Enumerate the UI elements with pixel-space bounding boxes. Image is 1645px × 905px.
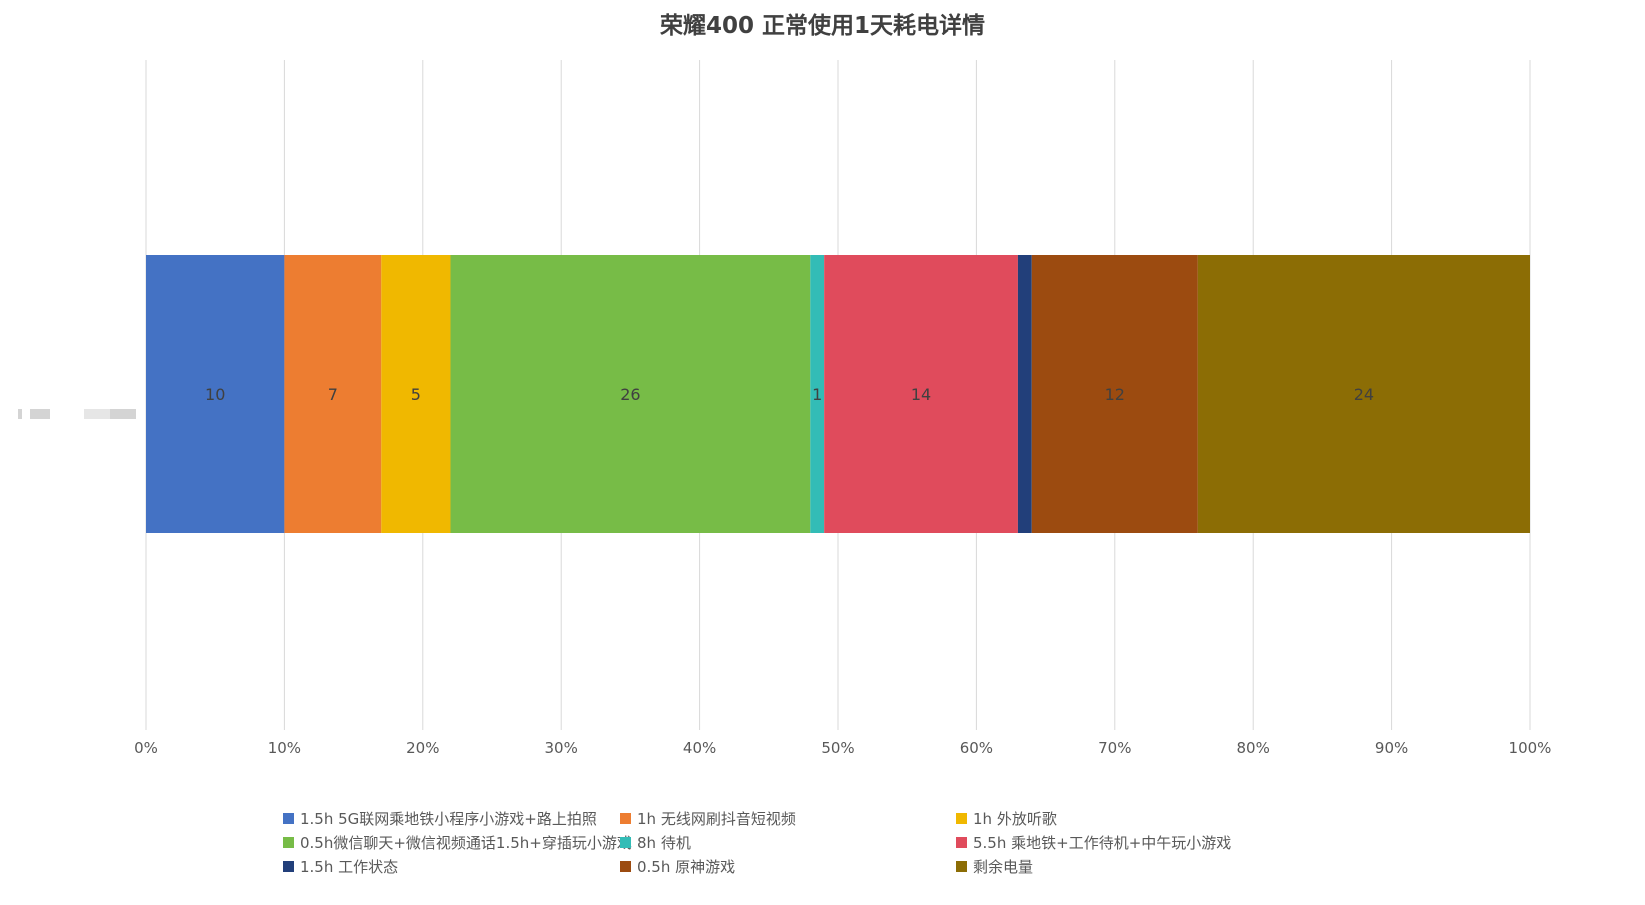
data-label: 26 — [620, 385, 640, 404]
legend-label: 1.5h 工作状态 — [300, 858, 399, 876]
category-label-redacted — [18, 403, 138, 425]
legend-label: 5.5h 乘地铁+工作待机+中午玩小游戏 — [973, 834, 1232, 852]
data-label: 12 — [1105, 385, 1125, 404]
x-tick-label: 0% — [134, 739, 158, 757]
x-tick-label: 20% — [406, 739, 439, 757]
legend-label: 8h 待机 — [637, 834, 691, 852]
legend-item: 0.5h微信聊天+微信视频通话1.5h+穿插玩小游戏 — [283, 832, 632, 853]
chart-title: 荣耀400 正常使用1天耗电详情 — [659, 13, 986, 39]
legend-label: 1h 外放听歌 — [973, 810, 1057, 828]
legend-item: 8h 待机 — [620, 832, 691, 853]
x-tick-label: 80% — [1237, 739, 1270, 757]
x-tick-label: 50% — [821, 739, 854, 757]
bar-segment — [381, 255, 451, 533]
legend-item: 1h 无线网刷抖音短视频 — [620, 808, 796, 829]
x-tick-label: 60% — [960, 739, 993, 757]
legend-swatch — [283, 837, 294, 848]
legend-label: 0.5h微信聊天+微信视频通话1.5h+穿插玩小游戏 — [300, 834, 632, 852]
data-label: 7 — [328, 385, 338, 404]
legend-swatch — [283, 861, 294, 872]
legend-swatch — [620, 813, 631, 824]
legend-swatch — [956, 861, 967, 872]
legend-swatch — [956, 837, 967, 848]
x-tick-label: 90% — [1375, 739, 1408, 757]
x-tick-label: 30% — [545, 739, 578, 757]
legend-swatch — [620, 837, 631, 848]
legend-item: 1.5h 5G联网乘地铁小程序小游戏+路上拍照 — [283, 808, 597, 829]
legend-label: 1.5h 5G联网乘地铁小程序小游戏+路上拍照 — [300, 810, 597, 828]
legend-label: 0.5h 原神游戏 — [637, 858, 736, 876]
bar-segment — [1197, 255, 1530, 533]
x-tick-label: 10% — [268, 739, 301, 757]
data-label: 1 — [812, 385, 822, 404]
x-tick-label: 70% — [1098, 739, 1131, 757]
bar-segment — [810, 255, 825, 533]
bar-segment — [284, 255, 382, 533]
legend-item: 1.5h 工作状态 — [283, 856, 398, 877]
bar-segment — [1031, 255, 1198, 533]
x-axis-ticks: 0% 10% 20% 30% 40% 50% 60% 70% 80% 90% 100% — [134, 739, 1551, 757]
legend-label: 剩余电量 — [973, 858, 1034, 876]
stacked-bar — [146, 255, 1530, 533]
legend-item: 1h 外放听歌 — [956, 808, 1057, 829]
x-tick-label: 40% — [683, 739, 716, 757]
bar-segment — [1017, 255, 1032, 533]
legend-item: 0.5h 原神游戏 — [620, 856, 735, 877]
legend-label: 1h 无线网刷抖音短视频 — [637, 810, 796, 828]
legend-swatch — [283, 813, 294, 824]
data-label: 14 — [911, 385, 931, 404]
bar-segment — [824, 255, 1018, 533]
legend-swatch — [620, 861, 631, 872]
legend-item: 5.5h 乘地铁+工作待机+中午玩小游戏 — [956, 832, 1231, 853]
data-label: 10 — [205, 385, 225, 404]
legend-swatch — [956, 813, 967, 824]
bar-segment — [146, 255, 285, 533]
data-labels: 10 7 5 26 1 14 12 24 — [205, 385, 1374, 404]
x-tick-label: 100% — [1509, 739, 1552, 757]
data-label: 24 — [1354, 385, 1374, 404]
bar-segment — [450, 255, 811, 533]
data-label: 5 — [411, 385, 421, 404]
legend-item: 剩余电量 — [956, 856, 1033, 877]
